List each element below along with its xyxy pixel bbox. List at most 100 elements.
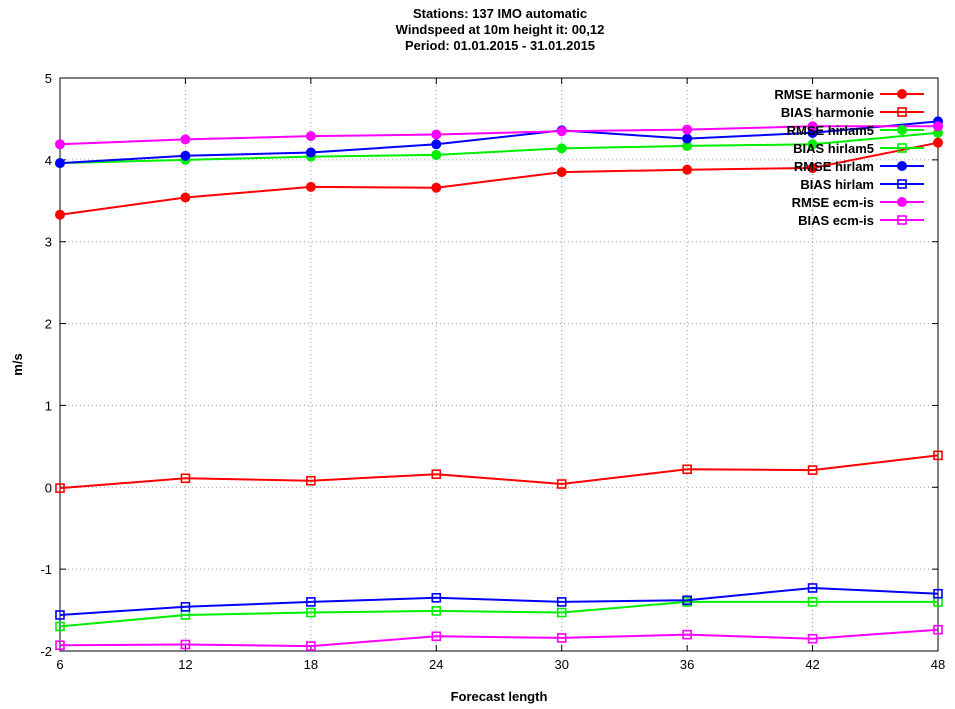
legend-swatch-marker [897, 125, 907, 135]
chart-subtitle-2: Period: 01.01.2015 - 31.01.2015 [404, 38, 596, 53]
x-tick-label: 48 [931, 657, 945, 672]
data-point-bias-ecm-is [933, 624, 943, 635]
legend-label: RMSE hirlam5 [787, 123, 874, 138]
data-point-rmse-ecm-is [807, 121, 818, 132]
plot-frame [59, 77, 939, 652]
series-line-rmse-hirlam [59, 120, 939, 165]
data-point-bias-hirlam [933, 588, 943, 599]
legend-entry-bias-hirlam5: BIAS hirlam5 [793, 141, 924, 156]
data-point-bias-ecm-is [55, 640, 65, 651]
data-point-bias-ecm-is [682, 629, 692, 640]
data-point-bias-harmonie [55, 483, 65, 493]
legend-entry-rmse-hirlam5: RMSE hirlam5 [787, 123, 924, 138]
legend-label: RMSE hirlam [794, 159, 874, 174]
data-point-rmse-ecm-is [55, 139, 65, 150]
legend-entry-rmse-ecm-is: RMSE ecm-is [792, 195, 924, 210]
data-point-bias-harmonie [306, 475, 316, 486]
data-point-rmse-ecm-is [180, 134, 191, 145]
data-point-rmse-hirlam5 [807, 139, 818, 150]
data-point-bias-hirlam5 [807, 597, 818, 607]
legend-swatch-marker [897, 161, 907, 171]
x-tick-label: 36 [680, 657, 694, 672]
data-point-bias-harmonie [431, 469, 442, 479]
x-tick-label: 18 [304, 657, 318, 672]
data-point-bias-hirlam5 [55, 621, 65, 632]
data-point-bias-hirlam [55, 610, 65, 620]
data-point-bias-ecm-is [556, 633, 567, 643]
chart-title-block: Stations: 137 IMO automatic Windspeed at… [0, 6, 955, 54]
legend-entry-rmse-hirlam: RMSE hirlam [794, 159, 924, 174]
chart-subtitle-1: Windspeed at 10m height it: 00,12 [395, 22, 605, 37]
y-tick-label: 0 [45, 480, 52, 495]
data-point-rmse-harmonie [807, 163, 818, 174]
legend-label: BIAS hirlam5 [793, 141, 874, 156]
data-point-bias-hirlam [556, 597, 567, 607]
y-tick-label: -1 [40, 562, 52, 577]
data-point-rmse-hirlam5 [431, 149, 442, 160]
x-tick-label: 24 [429, 657, 443, 672]
series-line-rmse-hirlam5 [59, 131, 939, 165]
legend-swatch-marker [897, 143, 907, 153]
series-bias-harmonie [55, 450, 943, 493]
y-tick-label: 2 [45, 317, 52, 332]
series-bias-ecm-is [55, 624, 943, 651]
legend-entry-bias-hirlam: BIAS hirlam [800, 177, 924, 192]
data-point-bias-hirlam [682, 595, 692, 606]
y-tick-label: 3 [45, 235, 52, 250]
legend-swatch-marker [897, 179, 907, 189]
data-point-rmse-harmonie [556, 167, 567, 178]
data-point-rmse-ecm-is [933, 121, 943, 132]
data-point-rmse-ecm-is [431, 129, 442, 140]
series-rmse-ecm-is [55, 121, 943, 150]
legend-label: BIAS hirlam [800, 177, 874, 192]
series-line-bias-hirlam5 [59, 600, 938, 628]
x-tick-label: 12 [178, 657, 192, 672]
data-point-rmse-harmonie [682, 164, 693, 175]
data-point-rmse-harmonie [180, 192, 191, 203]
y-tick-label: -2 [40, 644, 52, 659]
data-point-bias-harmonie [682, 464, 692, 475]
data-point-bias-hirlam [180, 601, 191, 612]
data-point-rmse-hirlam [431, 139, 442, 150]
data-point-rmse-harmonie [55, 209, 65, 220]
legend-swatch-marker [897, 197, 907, 207]
data-point-bias-hirlam [431, 592, 442, 603]
data-point-rmse-hirlam [305, 147, 316, 158]
data-point-bias-ecm-is [431, 631, 442, 642]
data-point-rmse-ecm-is [305, 131, 316, 142]
legend: RMSE harmonie BIAS harmonie RMSE hirlam5 BI… [774, 87, 924, 228]
legend-label: RMSE harmonie [774, 87, 874, 102]
series-line-bias-hirlam [59, 586, 939, 616]
x-tick-label: 42 [805, 657, 819, 672]
x-axis-title: Forecast length [451, 689, 548, 704]
legend-entry-bias-harmonie: BIAS harmonie [781, 105, 924, 120]
data-point-bias-hirlam5 [306, 607, 316, 618]
data-point-bias-harmonie [933, 450, 943, 461]
legend-entry-rmse-harmonie: RMSE harmonie [774, 87, 924, 102]
legend-swatch-marker [897, 89, 907, 99]
series-line-rmse-ecm-is [59, 125, 938, 146]
data-point-bias-hirlam5 [556, 607, 567, 618]
y-tick-label: 1 [45, 398, 52, 413]
data-point-bias-ecm-is [807, 633, 818, 644]
series-line-bias-harmonie [59, 454, 939, 490]
data-point-rmse-ecm-is [556, 126, 567, 137]
data-point-rmse-ecm-is [682, 124, 693, 135]
series-line-rmse-harmonie [59, 141, 939, 216]
legend-entry-bias-ecm-is: BIAS ecm-is [798, 213, 924, 228]
data-point-rmse-hirlam [55, 158, 65, 169]
series-rmse-harmonie [55, 137, 943, 220]
y-tick-label: 4 [45, 153, 52, 168]
chart-title: Stations: 137 IMO automatic [412, 6, 588, 21]
y-tick-label: 5 [45, 71, 52, 86]
data-point-bias-harmonie [807, 465, 818, 475]
data-point-rmse-hirlam [682, 133, 693, 144]
y-axis-title: m/s [10, 353, 25, 375]
legend-label: BIAS harmonie [781, 105, 874, 120]
data-point-rmse-harmonie [431, 182, 442, 193]
legend-swatch-marker [897, 107, 907, 117]
data-point-bias-hirlam [807, 583, 818, 593]
data-point-bias-harmonie [180, 473, 191, 484]
